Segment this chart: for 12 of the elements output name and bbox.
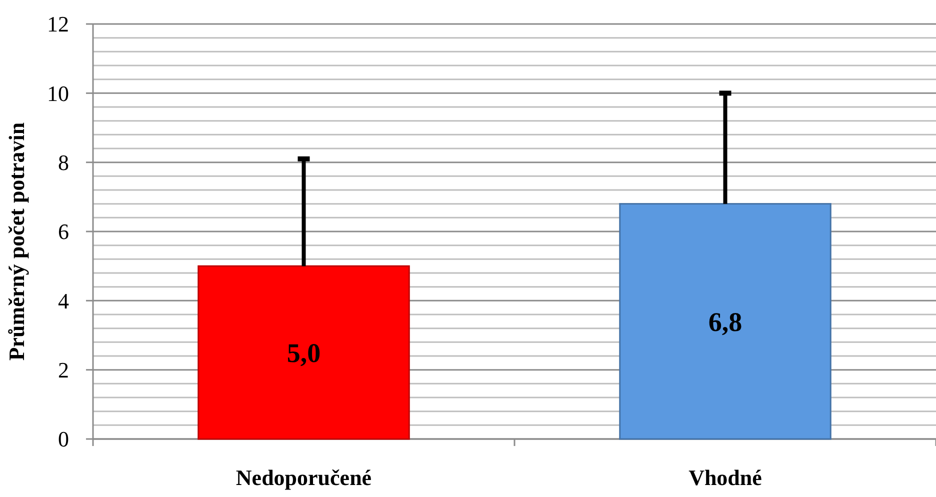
y-axis-title: Průměrný počet potravin (4, 122, 29, 361)
y-tick-label: 6 (58, 219, 69, 244)
y-tick-label: 8 (58, 150, 69, 176)
y-tick-label: 2 (58, 358, 69, 383)
y-tick-label: 10 (47, 80, 69, 106)
y-tick-label: 0 (58, 426, 69, 452)
x-tick-label: Nedoporučené (236, 465, 372, 490)
data-label: 5,0 (286, 338, 321, 368)
y-tick-label: 4 (58, 288, 69, 314)
data-label: 6,8 (708, 306, 742, 337)
y-tick-label: 12 (47, 12, 69, 37)
x-tick-label: Vhodné (688, 465, 762, 490)
